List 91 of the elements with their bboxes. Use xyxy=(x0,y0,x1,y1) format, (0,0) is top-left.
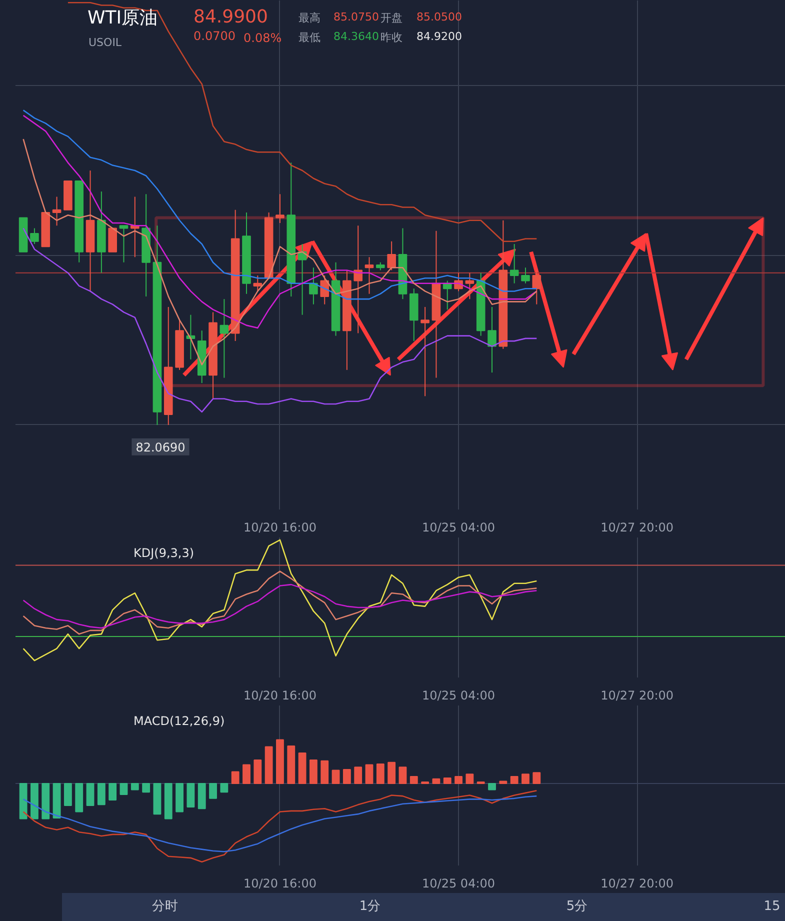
bar xyxy=(388,762,396,784)
bar xyxy=(354,766,362,784)
bar xyxy=(86,783,94,806)
x-tick-label: 10/27 20:00 xyxy=(600,688,674,702)
bar xyxy=(432,778,440,784)
bar xyxy=(142,783,150,793)
x-tick-label: 10/20 16:00 xyxy=(243,520,316,534)
bar xyxy=(287,745,296,784)
x-tick-label: 10/25 04:00 xyxy=(422,520,496,534)
candlestick xyxy=(354,225,362,334)
candlestick xyxy=(220,298,229,378)
text: 84.3640 xyxy=(334,30,379,44)
bar xyxy=(64,783,72,806)
bar xyxy=(398,766,407,784)
candlestick xyxy=(253,274,262,292)
candlestick xyxy=(387,240,396,271)
bar xyxy=(532,772,541,784)
candlestick xyxy=(108,228,117,252)
bar xyxy=(19,783,28,820)
text: 昨收 xyxy=(380,31,402,44)
bar xyxy=(264,746,273,784)
bar xyxy=(365,764,374,784)
x-tick-label: 10/20 16:00 xyxy=(243,876,316,890)
bar xyxy=(186,783,195,808)
bar xyxy=(164,783,172,820)
x-tick-label: 10/25 04:00 xyxy=(422,688,496,702)
bar xyxy=(198,783,206,810)
text: 最高 xyxy=(298,11,320,24)
text: 开盘 xyxy=(380,11,402,24)
bar xyxy=(209,783,217,799)
bar xyxy=(276,739,284,784)
candlestick xyxy=(510,243,519,284)
bar xyxy=(320,760,329,784)
x-tick-label: 10/27 20:00 xyxy=(600,876,674,890)
text: 84.9200 xyxy=(416,30,462,44)
candlestick xyxy=(521,267,530,284)
bar xyxy=(242,764,250,784)
bar xyxy=(298,752,306,784)
text: 15 xyxy=(764,898,780,916)
bar xyxy=(332,770,340,784)
bar xyxy=(410,776,418,784)
text: 最低 xyxy=(298,31,320,44)
bar xyxy=(510,776,518,784)
text: 85.0750 xyxy=(334,10,379,24)
bar xyxy=(153,783,162,815)
bar xyxy=(220,783,228,793)
bar xyxy=(42,783,50,820)
text: 82.0690 xyxy=(136,440,186,454)
text: 5分 xyxy=(566,898,588,916)
bar xyxy=(254,760,262,784)
bar xyxy=(466,774,474,784)
text: 0.0700 xyxy=(194,29,236,44)
x-tick-label: 10/25 04:00 xyxy=(422,876,496,890)
bar xyxy=(443,778,452,784)
chart-subtitle: USOIL xyxy=(88,36,122,50)
candlestick xyxy=(364,256,374,294)
text: 分时 xyxy=(152,898,178,916)
bar xyxy=(376,763,384,784)
candlestick xyxy=(488,306,496,374)
text: 1分 xyxy=(359,898,381,916)
bar xyxy=(75,783,84,812)
bar xyxy=(522,774,530,784)
candlestick xyxy=(30,228,39,244)
bar xyxy=(176,783,184,812)
text: 84.9900 xyxy=(194,6,268,28)
candlestick xyxy=(309,267,318,305)
candlestick xyxy=(119,225,128,263)
bar xyxy=(499,780,508,784)
text: 0.08% xyxy=(244,31,282,46)
x-tick-label: 10/20 16:00 xyxy=(243,688,316,702)
bar xyxy=(342,768,351,784)
bar xyxy=(120,783,128,796)
text: KDJ(9,3,3) xyxy=(134,546,194,560)
bar xyxy=(309,760,318,784)
chart-title: WTI原油 xyxy=(88,7,158,28)
bar xyxy=(130,783,139,790)
candlestick xyxy=(52,196,62,226)
bar xyxy=(108,783,117,800)
candlestick xyxy=(532,270,542,305)
x-tick-label: 10/27 20:00 xyxy=(600,520,674,534)
chart-title: MACD(12,26,9) xyxy=(134,714,225,728)
candlestick xyxy=(420,306,430,397)
bar xyxy=(97,783,106,806)
candlestick xyxy=(276,194,284,224)
bar xyxy=(52,783,61,818)
candlestick xyxy=(465,272,474,300)
bar xyxy=(30,783,38,820)
bar xyxy=(231,771,240,784)
bar xyxy=(488,783,496,790)
text: 85.0500 xyxy=(416,10,462,24)
bar xyxy=(454,776,462,784)
